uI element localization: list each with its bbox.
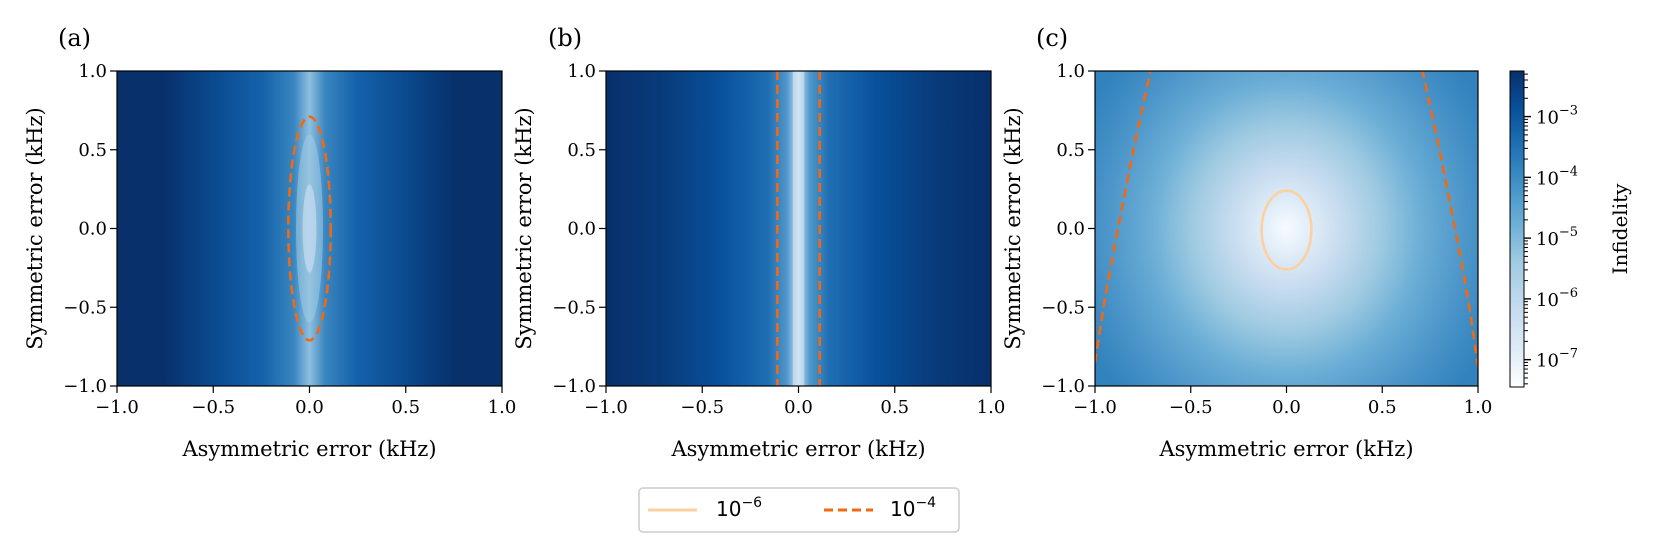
contours-b xyxy=(776,71,821,386)
ytick-label-a-0: −1.0 xyxy=(63,376,107,397)
colorbar-ticks: 10−3 10−4 10−5 10−6 10−7 xyxy=(1524,73,1578,385)
xtick-label-a-4: 1.0 xyxy=(488,397,517,418)
legend: 10−6 10−4 xyxy=(638,487,960,533)
ytick-label-a-2: 0.0 xyxy=(78,219,107,240)
colorbar-gradient xyxy=(1509,70,1525,388)
colorbar-tick-label-2: 10−5 xyxy=(1536,225,1578,250)
ytick-label-b-0: −1.0 xyxy=(552,376,596,397)
contours-a xyxy=(287,115,332,342)
xtick-label-c-4: 1.0 xyxy=(1464,397,1493,418)
heatmap-c xyxy=(1095,71,1478,386)
colorbar-label: Infidelity xyxy=(1608,183,1632,275)
colorbar-tick-label-4: 10−7 xyxy=(1536,347,1578,372)
ytick-label-c-0: −1.0 xyxy=(1041,376,1085,397)
xtick-label-c-3: 0.5 xyxy=(1368,397,1397,418)
ytick-label-b-1: −0.5 xyxy=(552,297,596,318)
contour-1e-4-c-right xyxy=(1421,71,1478,368)
xtick-label-a-3: 0.5 xyxy=(391,397,420,418)
ytick-label-b-2: 0.0 xyxy=(567,219,596,240)
xlabel-c: Asymmetric error (kHz) xyxy=(1158,437,1413,461)
panel-b: −1.0 −0.5 0.0 0.5 1.0 −1.0 −0.5 0.0 0.5 1.0 Asymme… xyxy=(512,24,1005,461)
contour-1e-6-c xyxy=(1260,189,1313,271)
heatmap-a-center xyxy=(302,184,317,273)
ytick-label-c-2: 0.0 xyxy=(1056,219,1085,240)
xtick-label-a-0: −1.0 xyxy=(95,397,139,418)
ylabel-b: Symmetric error (kHz) xyxy=(512,107,536,349)
ytick-label-a-3: 0.5 xyxy=(78,140,107,161)
ytick-label-b-4: 1.0 xyxy=(567,61,596,82)
xtick-label-a-1: −0.5 xyxy=(191,397,235,418)
xtick-label-c-1: −0.5 xyxy=(1169,397,1213,418)
ytick-label-c-4: 1.0 xyxy=(1056,61,1085,82)
ylabel-c: Symmetric error (kHz) xyxy=(1001,107,1025,349)
ytick-label-a-1: −0.5 xyxy=(63,297,107,318)
panel-label-c: (c) xyxy=(1036,24,1068,52)
xtick-label-b-2: 0.0 xyxy=(784,397,813,418)
xtick-label-c-0: −1.0 xyxy=(1073,397,1117,418)
panel-label-b: (b) xyxy=(548,24,582,52)
ytick-label-c-3: 0.5 xyxy=(1056,140,1085,161)
legend-box xyxy=(638,487,960,533)
panel-label-a: (a) xyxy=(58,24,91,52)
panel-c: −1.0 −0.5 0.0 0.5 1.0 −1.0 −0.5 0.0 0.5 1.0 Asymme… xyxy=(1001,24,1492,461)
legend-label-1e-6: 10−6 xyxy=(716,495,762,521)
xtick-label-b-1: −0.5 xyxy=(680,397,724,418)
xtick-label-b-0: −1.0 xyxy=(584,397,628,418)
xlabel-a: Asymmetric error (kHz) xyxy=(181,437,436,461)
panel-a: −1.0 −0.5 0.0 0.5 1.0 −1.0 −0.5 0.0 0.5 1.0 Asymme… xyxy=(23,24,516,461)
xtick-label-c-2: 0.0 xyxy=(1272,397,1301,418)
xtick-label-b-3: 0.5 xyxy=(880,397,909,418)
contour-1e-4-c-left xyxy=(1095,71,1152,363)
colorbar-tick-label-3: 10−6 xyxy=(1536,286,1578,311)
xtick-label-a-2: 0.0 xyxy=(295,397,324,418)
colorbar-tick-label-0: 10−3 xyxy=(1536,104,1578,129)
ytick-label-c-1: −0.5 xyxy=(1041,297,1085,318)
ytick-label-b-3: 0.5 xyxy=(567,140,596,161)
colorbar-tick-label-1: 10−4 xyxy=(1536,164,1578,189)
xtick-label-b-4: 1.0 xyxy=(977,397,1006,418)
legend-label-1e-4: 10−4 xyxy=(890,495,936,521)
heatmap-b-core xyxy=(792,71,805,386)
contour-1e-4-a xyxy=(287,115,332,342)
ylabel-a: Symmetric error (kHz) xyxy=(23,107,47,349)
ytick-label-a-4: 1.0 xyxy=(78,61,107,82)
contours-c xyxy=(1095,71,1478,368)
colorbar: 10−3 10−4 10−5 10−6 10−7 Infidelity xyxy=(1509,70,1632,388)
xlabel-b: Asymmetric error (kHz) xyxy=(670,437,925,461)
